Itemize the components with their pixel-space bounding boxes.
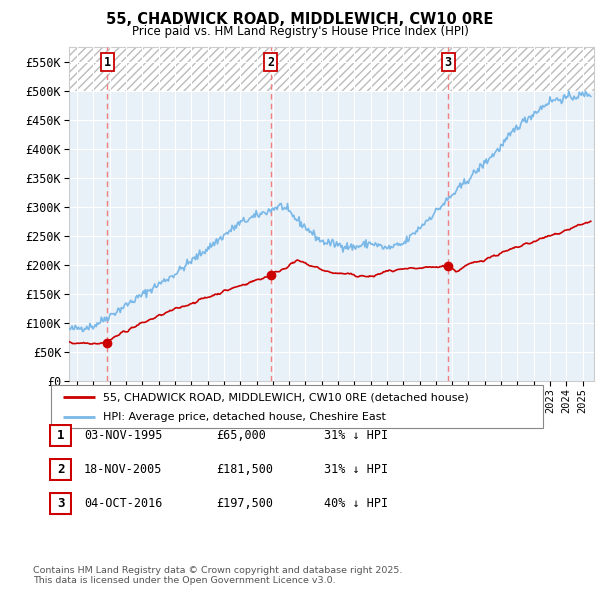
Text: £181,500: £181,500 — [216, 463, 273, 476]
Text: 1: 1 — [57, 429, 64, 442]
Text: 2: 2 — [267, 55, 274, 68]
Text: 55, CHADWICK ROAD, MIDDLEWICH, CW10 0RE: 55, CHADWICK ROAD, MIDDLEWICH, CW10 0RE — [106, 12, 494, 27]
Text: 03-NOV-1995: 03-NOV-1995 — [84, 429, 163, 442]
Text: 31% ↓ HPI: 31% ↓ HPI — [324, 429, 388, 442]
Text: 55, CHADWICK ROAD, MIDDLEWICH, CW10 0RE (detached house): 55, CHADWICK ROAD, MIDDLEWICH, CW10 0RE … — [103, 392, 469, 402]
Text: Contains HM Land Registry data © Crown copyright and database right 2025.
This d: Contains HM Land Registry data © Crown c… — [33, 566, 403, 585]
Text: 04-OCT-2016: 04-OCT-2016 — [84, 497, 163, 510]
Text: £197,500: £197,500 — [216, 497, 273, 510]
Text: 3: 3 — [57, 497, 64, 510]
Text: 40% ↓ HPI: 40% ↓ HPI — [324, 497, 388, 510]
Text: HPI: Average price, detached house, Cheshire East: HPI: Average price, detached house, Ches… — [103, 412, 386, 422]
Text: 18-NOV-2005: 18-NOV-2005 — [84, 463, 163, 476]
Text: £65,000: £65,000 — [216, 429, 266, 442]
Text: 1: 1 — [104, 55, 111, 68]
Text: Price paid vs. HM Land Registry's House Price Index (HPI): Price paid vs. HM Land Registry's House … — [131, 25, 469, 38]
Text: 3: 3 — [445, 55, 452, 68]
Text: 31% ↓ HPI: 31% ↓ HPI — [324, 463, 388, 476]
Text: 2: 2 — [57, 463, 64, 476]
